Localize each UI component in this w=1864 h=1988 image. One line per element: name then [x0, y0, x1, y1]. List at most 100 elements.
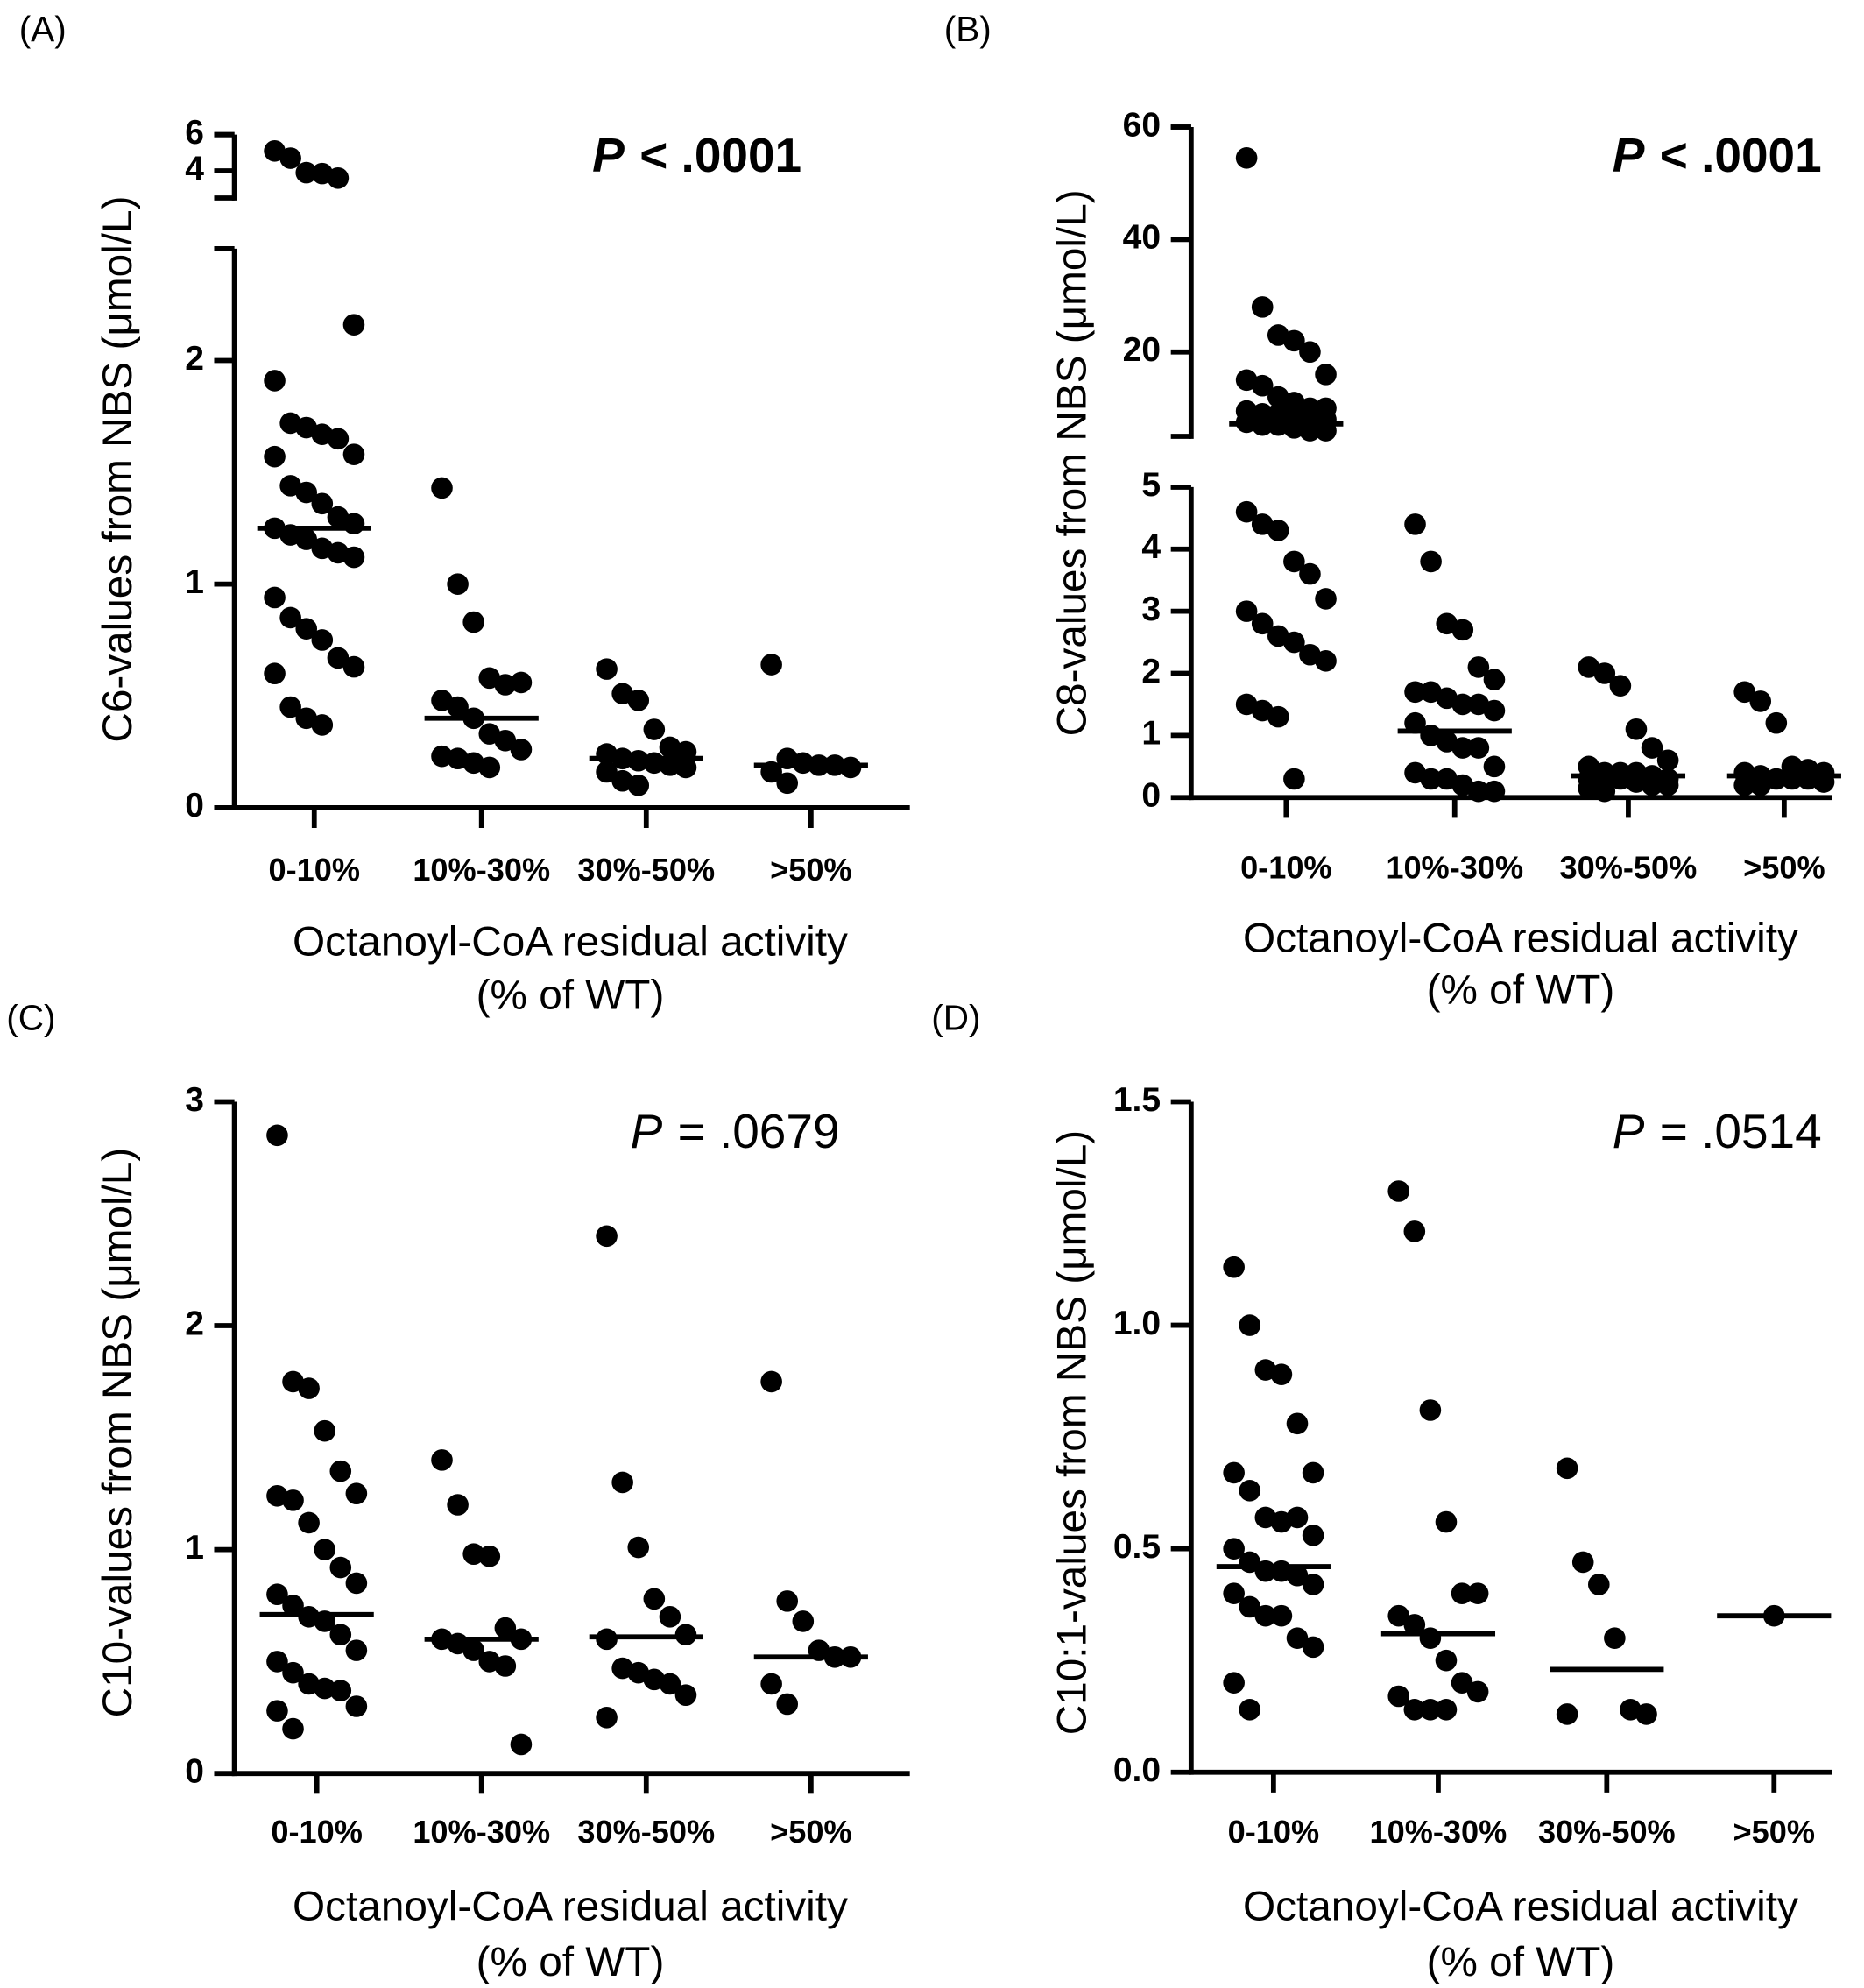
x-tick-label: 0-10% [1240, 849, 1332, 885]
data-point [298, 1377, 320, 1399]
data-point [596, 1706, 618, 1729]
data-point [431, 745, 453, 768]
x-tick-label: >50% [1733, 1814, 1815, 1850]
x-axis-title: (% of WT) [477, 1939, 665, 1985]
x-tick-label: 30%-50% [577, 852, 715, 888]
data-point [1483, 780, 1506, 803]
data-point [1302, 1574, 1324, 1595]
data-point [1483, 699, 1506, 722]
y-tick-label: 2 [1141, 653, 1161, 690]
data-point [1467, 656, 1490, 678]
data-point [342, 513, 365, 535]
data-point [345, 1572, 368, 1595]
data-point [1239, 1314, 1261, 1336]
data-point [282, 1489, 304, 1511]
x-tick-label: 0-10% [271, 1814, 363, 1850]
x-tick-label: 0-10% [1228, 1814, 1320, 1850]
data-point [1435, 1510, 1458, 1533]
data-point [329, 1624, 352, 1646]
data-point [494, 1617, 517, 1639]
data-point [1223, 1256, 1245, 1278]
data-point [643, 718, 666, 740]
x-tick-label: 10%-30% [413, 852, 550, 888]
data-point [314, 1677, 335, 1700]
data-point [1419, 1627, 1442, 1649]
data-point [447, 1494, 469, 1516]
data-point [311, 492, 334, 515]
data-point [1315, 364, 1337, 386]
data-point [1302, 1461, 1324, 1484]
x-tick-label: 30%-50% [577, 1814, 715, 1850]
data-point [1251, 296, 1274, 318]
data-point [447, 573, 469, 595]
y-tick-label: 3 [185, 1081, 204, 1119]
data-point [1419, 1699, 1442, 1721]
data-point [1286, 1627, 1309, 1649]
data-point [1404, 681, 1426, 704]
x-axis-title: Octanoyl-CoA residual activity [1243, 1884, 1798, 1930]
data-point [776, 772, 799, 795]
data-point [314, 1539, 335, 1560]
data-point [1235, 147, 1258, 169]
data-point [1420, 768, 1442, 790]
data-point [1467, 780, 1490, 803]
data-point [342, 443, 365, 465]
p-symbol: P [1613, 128, 1645, 182]
data-point [342, 546, 365, 569]
data-point [279, 606, 301, 629]
data-point [1254, 1604, 1277, 1627]
p-symbol: P [1613, 1104, 1645, 1158]
data-point [1299, 562, 1321, 585]
data-point [266, 1651, 288, 1673]
data-point [776, 1590, 799, 1612]
data-point [1466, 1680, 1489, 1703]
data-point [1251, 612, 1274, 635]
data-point [760, 1370, 782, 1393]
x-axis-title: Octanoyl-CoA residual activity [1243, 915, 1798, 961]
y-tick-label: 20 [1123, 331, 1161, 369]
data-point [1270, 1363, 1293, 1385]
data-point [1283, 768, 1305, 790]
p-text: < .0001 [639, 128, 801, 182]
data-point [1451, 1672, 1473, 1694]
x-tick-label: >50% [1743, 849, 1825, 885]
data-point [674, 756, 697, 779]
data-point [1656, 774, 1679, 796]
y-axis-title: C10-values from NBS (μmol/L) [95, 1148, 141, 1718]
data-point [264, 370, 286, 392]
data-point [1223, 1538, 1245, 1560]
panel-label: (D) [931, 998, 980, 1038]
data-point [295, 481, 318, 504]
data-point [282, 1717, 304, 1740]
y-tick-label: 60 [1123, 106, 1161, 144]
data-point [1587, 1574, 1610, 1595]
data-point [1235, 500, 1258, 523]
x-axis-title: Octanoyl-CoA residual activity [293, 1884, 848, 1930]
data-point [1571, 1551, 1594, 1574]
data-point [329, 1460, 352, 1482]
data-point [510, 739, 533, 761]
x-axis-title: (% of WT) [1427, 967, 1615, 1014]
data-point [1267, 705, 1289, 728]
data-point [1467, 737, 1490, 759]
data-point [345, 1695, 368, 1717]
data-point [1239, 1595, 1261, 1618]
data-point [345, 1482, 368, 1505]
data-point [1403, 1614, 1426, 1636]
data-point [659, 1605, 681, 1628]
p-text: < .0001 [1660, 128, 1822, 182]
data-point [431, 1449, 453, 1471]
data-point [462, 611, 484, 633]
p-symbol: P [592, 128, 625, 182]
data-point [1283, 329, 1305, 352]
p-value: P < .0001 [592, 128, 801, 182]
data-point [1283, 550, 1305, 573]
data-point [776, 1693, 799, 1716]
p-symbol: P [631, 1104, 663, 1158]
data-point [266, 1700, 288, 1722]
data-point [760, 654, 782, 676]
y-axis-title: C8-values from NBS (μmol/L) [1048, 189, 1095, 736]
data-point [1733, 681, 1755, 704]
data-point [1451, 737, 1474, 759]
data-point [1299, 341, 1321, 364]
